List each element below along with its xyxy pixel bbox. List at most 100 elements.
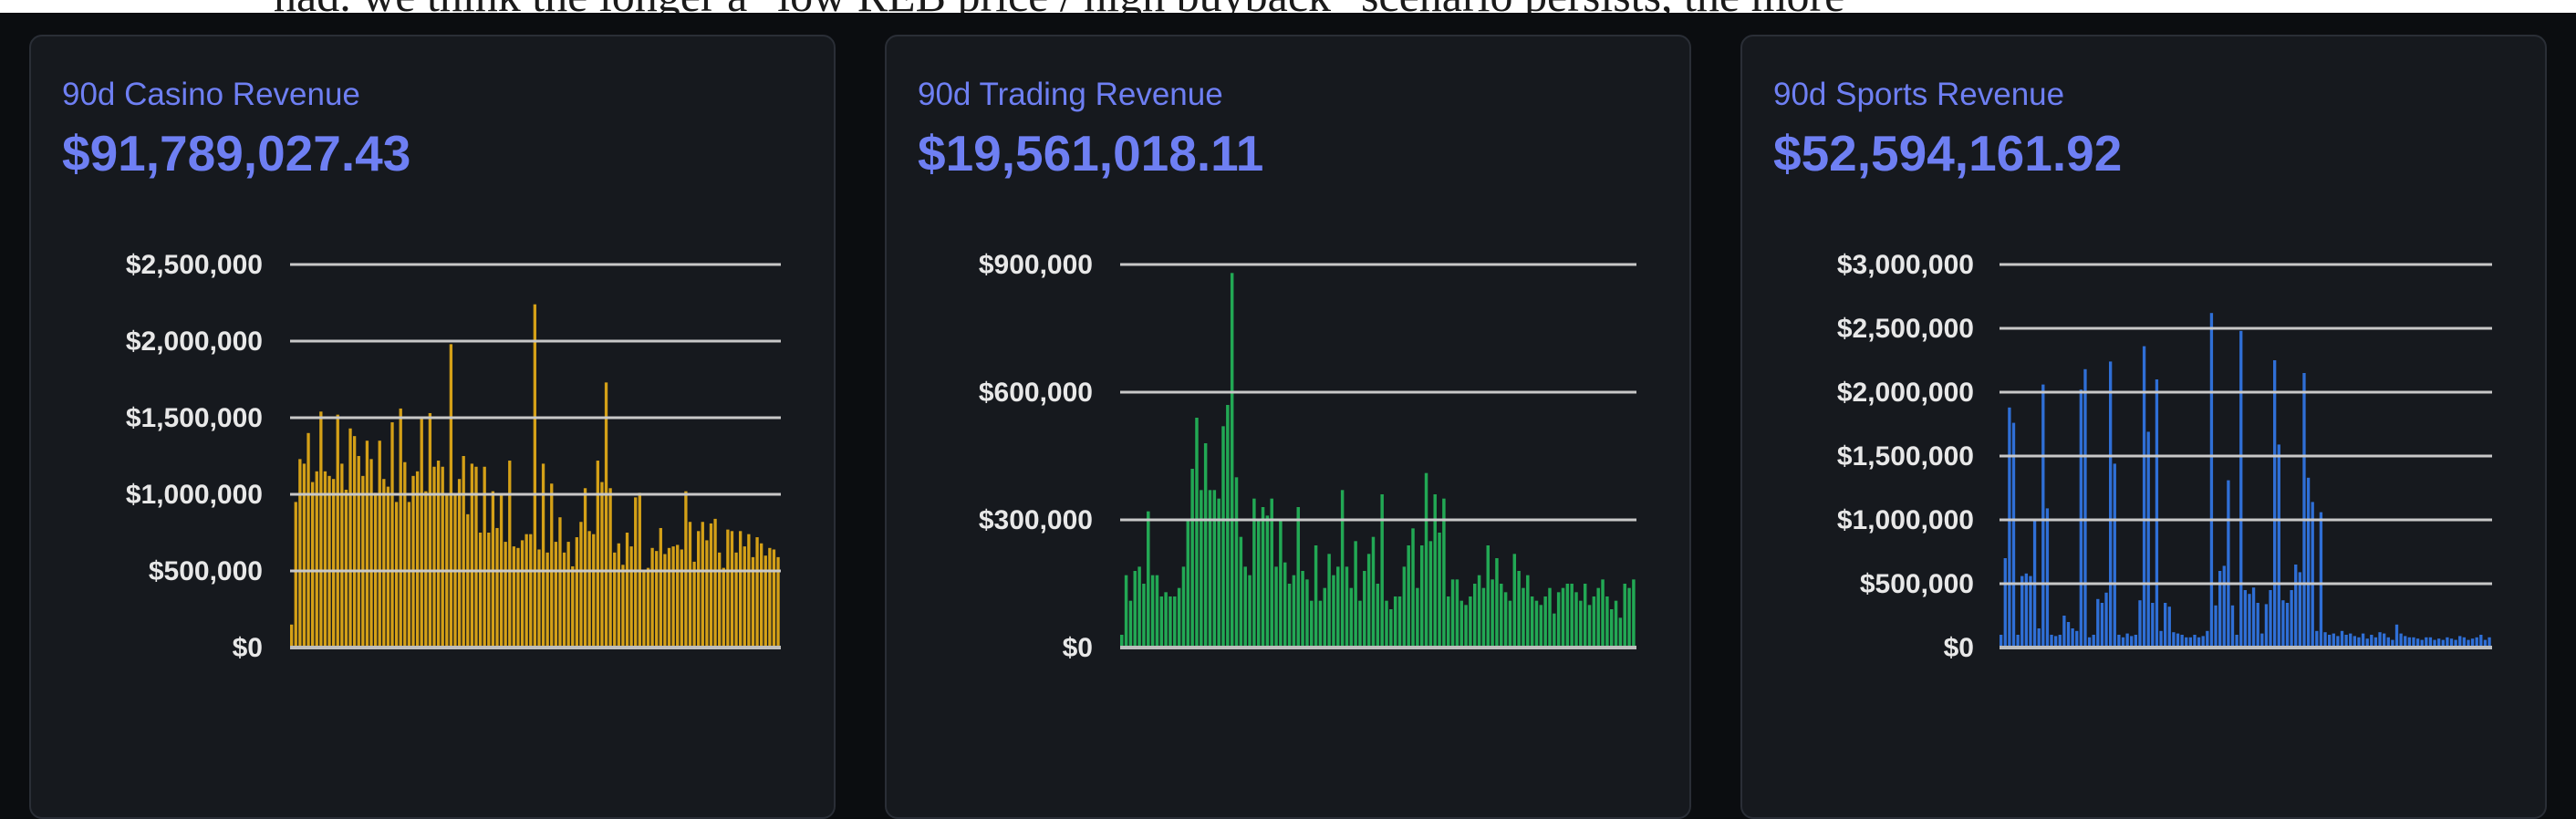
bar <box>1256 520 1261 648</box>
bar <box>2344 635 2348 648</box>
bar <box>1287 584 1292 648</box>
bar <box>2470 638 2475 648</box>
bar <box>1265 515 1270 648</box>
bar <box>1411 528 1415 648</box>
bar <box>705 540 709 648</box>
bar <box>680 549 683 648</box>
bar <box>1177 587 1181 648</box>
bar <box>571 565 575 648</box>
bar <box>1459 600 1463 648</box>
y-tick-label: $2,000,000 <box>1837 378 1974 408</box>
bar <box>667 547 671 648</box>
bar <box>566 542 570 648</box>
bar <box>306 432 310 648</box>
bar <box>1517 571 1521 648</box>
bar <box>1385 600 1388 648</box>
bar <box>361 475 365 648</box>
bar <box>1340 490 1345 648</box>
bar <box>2167 606 2171 648</box>
bar <box>323 471 327 648</box>
bar <box>2024 573 2029 648</box>
bar <box>2454 639 2457 648</box>
bar <box>520 540 525 648</box>
bar <box>2285 603 2290 648</box>
bar <box>2425 637 2428 648</box>
bar <box>2302 373 2306 648</box>
bar <box>2045 508 2050 648</box>
y-tick-label: $3,000,000 <box>1837 250 1974 280</box>
bar <box>2281 600 2285 648</box>
bar <box>768 547 772 648</box>
bar <box>1195 418 1199 648</box>
bar <box>1142 584 1146 648</box>
bar <box>441 466 444 648</box>
bar <box>1120 635 1124 648</box>
bar <box>2209 313 2214 648</box>
bar <box>1345 566 1349 648</box>
bar <box>2441 639 2445 648</box>
bar <box>2370 635 2373 648</box>
bar <box>1354 541 1357 648</box>
bar <box>1500 584 1503 648</box>
bar <box>2446 637 2449 648</box>
bar <box>747 534 751 648</box>
y-tick-label: $500,000 <box>1860 569 1974 599</box>
bar <box>357 456 360 648</box>
bar <box>1292 575 1296 648</box>
bar <box>2062 616 2066 648</box>
bar <box>2104 592 2108 648</box>
bar <box>478 533 483 648</box>
bar <box>2193 635 2197 648</box>
bar <box>1473 584 1477 648</box>
bar <box>2172 632 2176 648</box>
bar <box>659 527 662 648</box>
bar <box>1221 426 1225 648</box>
bar <box>1363 571 1366 648</box>
bar <box>2467 639 2470 648</box>
bar <box>2096 598 2100 648</box>
bar <box>432 466 436 648</box>
bar <box>2458 636 2462 648</box>
sports-revenue-card: 90d Sports Revenue $52,594,161.92 $0 $500… <box>1740 35 2547 819</box>
bar <box>1366 554 1371 648</box>
bar <box>1574 592 1578 648</box>
bar <box>1252 498 1256 648</box>
bar <box>2433 639 2436 648</box>
bar <box>2311 502 2314 648</box>
bar <box>2353 636 2357 648</box>
bar <box>504 542 507 648</box>
bar <box>2349 633 2353 648</box>
bar <box>2176 633 2180 648</box>
bar <box>462 456 465 648</box>
bar <box>1455 579 1459 648</box>
bar <box>2235 635 2238 648</box>
bar <box>1397 596 1402 648</box>
bar <box>1433 494 1437 648</box>
bar <box>1596 587 1600 648</box>
bar <box>2117 635 2121 648</box>
bar <box>2121 637 2125 648</box>
bar <box>2020 575 2024 648</box>
bar <box>592 534 596 648</box>
bar <box>2180 635 2184 648</box>
bar <box>1416 587 1419 648</box>
bar <box>382 479 386 648</box>
bar <box>2230 605 2235 648</box>
bar <box>2273 360 2277 648</box>
bar <box>613 552 617 648</box>
bar <box>1173 596 1177 648</box>
casino-revenue-card: 90d Casino Revenue $91,789,027.43 $0 $500… <box>29 35 836 819</box>
bar <box>1407 545 1410 648</box>
bar <box>1543 596 1547 648</box>
bar <box>2197 637 2201 648</box>
bar <box>487 533 491 648</box>
bar <box>541 463 545 648</box>
bar <box>2125 633 2129 648</box>
bar <box>2407 637 2412 648</box>
bar <box>1332 575 1335 648</box>
bar <box>1133 571 1137 648</box>
bar <box>2483 639 2488 648</box>
bar <box>1495 558 1499 648</box>
bar <box>415 471 420 648</box>
bar <box>1186 520 1190 648</box>
